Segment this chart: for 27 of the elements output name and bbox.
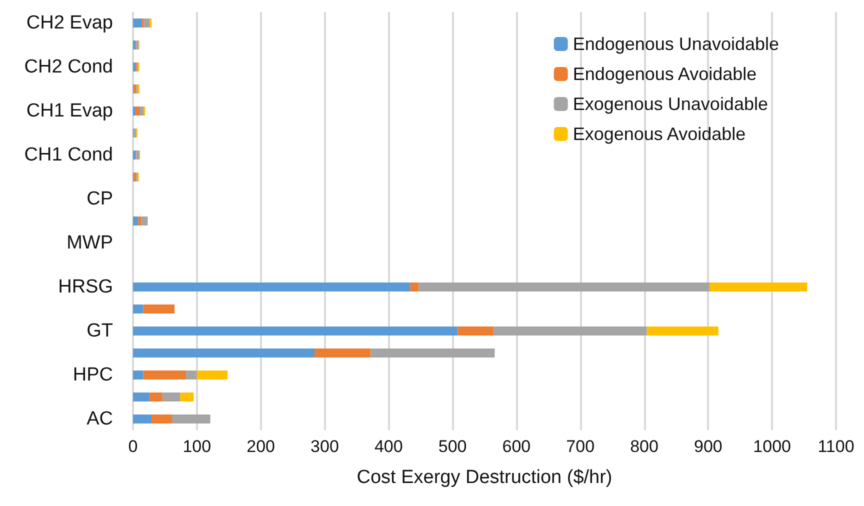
x-tick-label: 500 (438, 437, 467, 456)
legend-label: Exogenous Unavoidable (572, 94, 768, 114)
x-tick-label: 900 (694, 437, 722, 456)
x-tick-label: 200 (246, 437, 276, 456)
legend-label: Endogenous Unavoidable (572, 34, 780, 54)
x-tick-label: 1100 (818, 437, 854, 456)
y-tick-label: CH1 Evap (26, 100, 113, 122)
x-tick-label: 0 (128, 437, 138, 456)
y-tick-label: CP (86, 188, 113, 210)
y-tick-label: MWP (66, 232, 113, 254)
x-tick-label: 600 (502, 437, 531, 456)
y-tick-label: AC (86, 408, 113, 430)
x-tick-label: 300 (310, 437, 339, 456)
y-tick-label: GT (86, 320, 114, 342)
y-tick-label: CH2 Evap (26, 12, 113, 34)
legend-label: Exogenous Avoidable (572, 124, 746, 144)
y-tick-label: CH2 Cond (24, 56, 113, 78)
x-tick-label: 400 (374, 437, 403, 456)
y-tick-label: CH1 Cond (24, 144, 113, 166)
x-tick-label: 100 (182, 437, 212, 456)
x-axis-title: Cost Exergy Destruction ($/hr) (356, 467, 612, 488)
legend-label: Endogenous Avoidable (572, 64, 757, 84)
y-tick-label: HPC (72, 364, 113, 386)
y-tick-label: HRSG (58, 276, 113, 298)
x-tick-label: 800 (630, 437, 658, 456)
x-tick-label: 1000 (753, 437, 792, 456)
x-tick-label: 700 (566, 437, 595, 456)
